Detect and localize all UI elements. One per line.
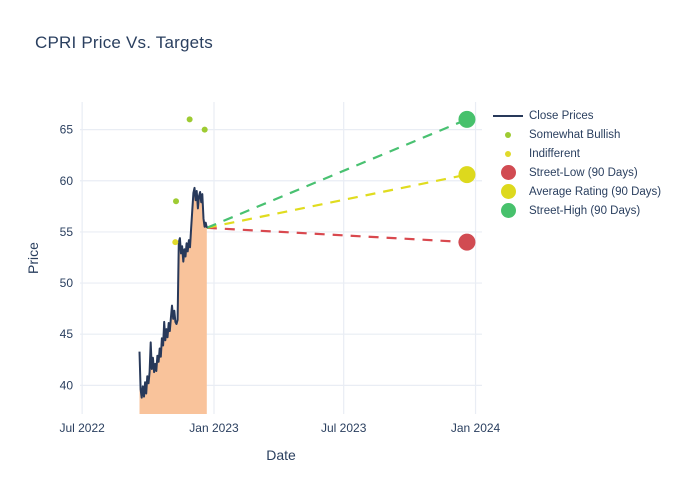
legend-label-indifferent: Indifferent	[529, 147, 580, 160]
y-tick-label: 50	[60, 276, 74, 290]
legend-item-street-low[interactable]: Street-Low (90 Days)	[487, 163, 661, 182]
y-axis-title: Price	[25, 242, 41, 274]
legend-item-average-rating[interactable]: Average Rating (90 Days)	[487, 182, 661, 201]
indifferent-legend-marker-icon	[487, 150, 529, 157]
projection-line-street-high	[206, 118, 468, 229]
x-tick-label: Jul 2022	[59, 421, 105, 435]
legend-label-street-high: Street-High (90 Days)	[529, 204, 641, 217]
street-low-marker	[458, 233, 476, 251]
average-rating-legend-marker-icon	[487, 184, 529, 199]
legend: Close Prices Somewhat Bullish Indifferent S…	[487, 106, 661, 220]
close-prices-legend-marker-icon	[487, 114, 529, 117]
somewhat-bullish-point	[186, 116, 193, 123]
legend-item-somewhat-bullish[interactable]: Somewhat Bullish	[487, 125, 661, 144]
street-high-legend-marker-icon	[487, 203, 529, 218]
x-axis-title: Date	[266, 447, 296, 463]
close-price-line	[138, 186, 208, 399]
y-tick-label: 45	[60, 327, 74, 341]
legend-item-street-high[interactable]: Street-High (90 Days)	[487, 201, 661, 220]
indifferent-point	[172, 239, 179, 246]
projection-line-average-rating	[206, 173, 468, 229]
y-tick-label: 60	[60, 174, 74, 188]
somewhat-bullish-point	[201, 126, 208, 133]
chart-title: CPRI Price Vs. Targets	[35, 33, 213, 52]
legend-label-average-rating: Average Rating (90 Days)	[529, 185, 662, 198]
y-tick-label: 40	[60, 378, 74, 392]
somewhat-bullish-point	[173, 198, 180, 205]
street-low-legend-marker-icon	[487, 165, 529, 180]
somewhat-bullish-legend-marker-icon	[487, 131, 529, 138]
close-price-area	[139, 187, 207, 414]
y-tick-label: 65	[60, 123, 74, 137]
projection-line-street-low	[206, 226, 468, 244]
legend-item-indifferent[interactable]: Indifferent	[487, 144, 661, 163]
x-tick-label: Jan 2023	[189, 421, 239, 435]
x-tick-label: Jul 2023	[321, 421, 367, 435]
x-tick-label: Jan 2024	[451, 421, 501, 435]
legend-label-somewhat-bullish: Somewhat Bullish	[529, 128, 621, 141]
legend-label-street-low: Street-Low (90 Days)	[529, 166, 638, 179]
street-high-marker	[458, 110, 476, 128]
legend-label-close-prices: Close Prices	[529, 109, 594, 122]
average-rating-marker	[458, 166, 476, 184]
y-tick-label: 55	[60, 225, 74, 239]
legend-item-close-prices[interactable]: Close Prices	[487, 106, 661, 125]
